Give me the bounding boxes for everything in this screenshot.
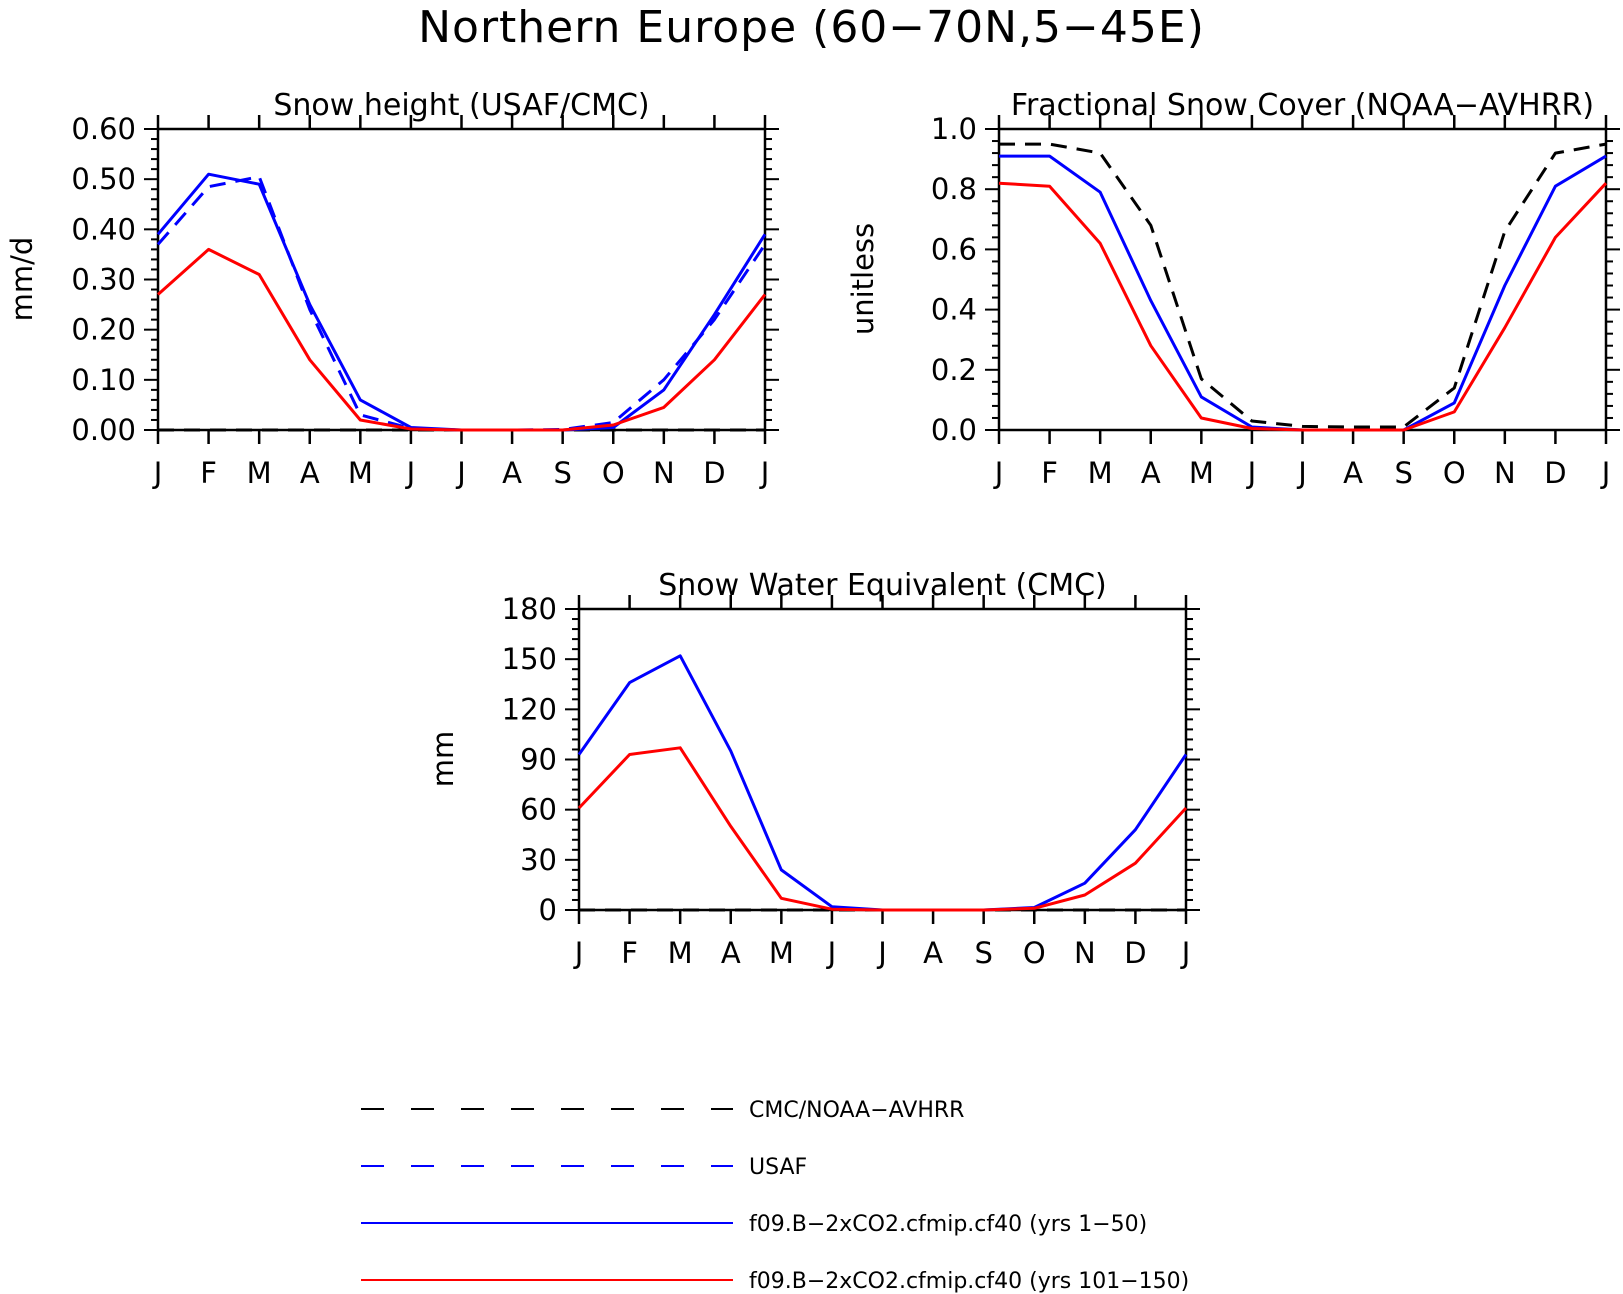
y-tick-label: 0.60 [71, 112, 136, 146]
y-tick-label: 0 [539, 893, 557, 927]
series-line-2 [577, 654, 1188, 912]
x-tick-label: A [300, 456, 320, 490]
series-line-3 [577, 746, 1188, 912]
plot-frame [156, 127, 767, 432]
y-tick-label: 1.0 [931, 112, 977, 146]
series-line-4 [157, 247, 767, 432]
x-tick-label: J [876, 936, 887, 970]
series-line-1 [999, 142, 1607, 429]
x-tick-label: F [200, 456, 217, 490]
y-tick-label: 150 [502, 642, 557, 676]
y-tick-label: 0.8 [931, 172, 977, 206]
x-tick-label: N [653, 456, 675, 490]
chart-panel-1: Snow height (USAF/CMC)mm/dJ F M A M J J A S O N D J0… [5, 88, 779, 490]
x-tick-label: J [1296, 456, 1307, 490]
y-tick-label: 0.00 [71, 413, 136, 447]
y-tick-label: 120 [502, 692, 557, 726]
x-tick-label: J [573, 936, 584, 970]
x-tick-label: A [923, 936, 943, 970]
y-tick-label: 0.40 [71, 212, 136, 246]
series-line-3 [998, 181, 1608, 432]
chart-panel-3: Snow Water Equivalent (CMC)mmJ F M A M J J A S O N… [426, 568, 1200, 970]
page-title: Northern Europe (60−70N,5−45E) [418, 2, 1205, 53]
y-tick-label: 0.6 [931, 232, 977, 266]
x-tick-label: M [668, 936, 693, 970]
x-tick-label: M [769, 936, 794, 970]
x-tick-label: J [405, 456, 416, 490]
series-line-2 [999, 154, 1607, 432]
y-tick-label: 0.10 [71, 363, 136, 397]
y-axis-label: mm/d [5, 237, 39, 322]
x-tick-label: A [1141, 456, 1161, 490]
y-tick-label: 60 [520, 793, 557, 827]
plot-frame [577, 607, 1188, 912]
x-tick-label: N [1494, 456, 1516, 490]
series-line-2 [156, 175, 767, 432]
legend: CMC/NOAA−AVHRR USAF f09.B−2xCO2.cfmip.cf40… [361, 1098, 1189, 1294]
x-tick-label: J [1180, 936, 1191, 970]
legend-item: f09.B−2xCO2.cfmip.cf40 (yrs 101−150) [361, 1269, 1189, 1294]
chart-panel-2: Fractional Snow Cover (NOAA−AVHRR)unitle… [846, 88, 1620, 490]
x-tick-label: S [553, 456, 571, 490]
legend-item: CMC/NOAA−AVHRR [361, 1098, 964, 1123]
x-tick-label: J [759, 456, 770, 490]
y-axis-label: unitless [846, 223, 880, 335]
x-tick-label: J [826, 936, 837, 970]
y-tick-label: 0.30 [71, 263, 136, 297]
x-tick-label: F [1041, 456, 1058, 490]
x-tick-label: M [1088, 456, 1113, 490]
x-tick-label: M [348, 456, 373, 490]
x-tick-label: D [1124, 936, 1146, 970]
y-tick-label: 0.20 [71, 313, 136, 347]
x-tick-label: M [1189, 456, 1214, 490]
y-tick-label: 30 [520, 843, 557, 877]
y-tick-label: 180 [502, 592, 557, 626]
x-tick-label: N [1074, 936, 1096, 970]
x-tick-label: A [721, 936, 741, 970]
x-tick-label: A [502, 456, 522, 490]
x-tick-label: S [974, 936, 992, 970]
plot-frame [997, 127, 1608, 432]
legend-label: f09.B−2xCO2.cfmip.cf40 (yrs 101−150) [749, 1269, 1189, 1294]
x-tick-label: F [621, 936, 638, 970]
x-tick-label: J [1600, 456, 1611, 490]
x-tick-label: J [1246, 456, 1257, 490]
x-tick-label: S [1394, 456, 1412, 490]
x-tick-label: O [1443, 456, 1466, 490]
y-tick-label: 0.50 [71, 162, 136, 196]
y-tick-label: 0.2 [931, 353, 977, 387]
legend-item: f09.B−2xCO2.cfmip.cf40 (yrs 1−50) [361, 1212, 1147, 1237]
x-tick-label: O [1023, 936, 1046, 970]
series-line-3 [156, 172, 767, 432]
x-tick-label: A [1343, 456, 1363, 490]
legend-label: f09.B−2xCO2.cfmip.cf40 (yrs 1−50) [749, 1212, 1147, 1237]
x-tick-label: J [993, 456, 1004, 490]
y-tick-label: 90 [520, 743, 557, 777]
y-tick-label: 0.0 [931, 413, 977, 447]
legend-label: CMC/NOAA−AVHRR [749, 1098, 964, 1123]
x-tick-label: D [1544, 456, 1566, 490]
x-tick-label: J [152, 456, 163, 490]
legend-item: USAF [361, 1155, 807, 1180]
x-tick-label: J [455, 456, 466, 490]
x-tick-label: D [703, 456, 725, 490]
x-tick-label: M [247, 456, 272, 490]
y-tick-label: 0.4 [931, 293, 977, 327]
x-tick-label: O [602, 456, 625, 490]
legend-label: USAF [749, 1155, 807, 1180]
y-axis-label: mm [426, 731, 460, 788]
